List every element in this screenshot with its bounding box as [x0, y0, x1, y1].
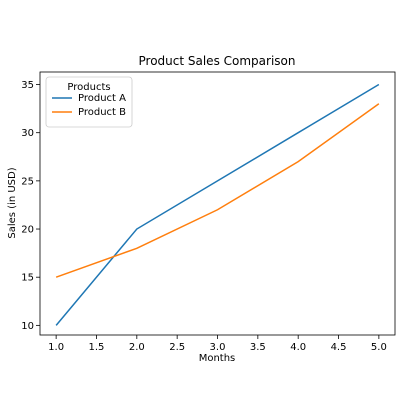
x-axis-label: Months [199, 353, 236, 364]
y-tick-label: 10 [21, 321, 34, 332]
series-lines [55, 83, 380, 326]
x-tick-label: 5.0 [371, 342, 387, 353]
plot-frame [39, 71, 396, 336]
legend: Products Product A Product B [45, 76, 133, 128]
x-tick-label: 2.0 [129, 342, 145, 353]
x-tick-label: 1.5 [89, 342, 105, 353]
x-tick-label: 3.0 [210, 342, 226, 353]
x-tick-label: 4.5 [331, 342, 347, 353]
y-tick-label: 15 [21, 273, 34, 284]
y-tick-label: 25 [21, 176, 34, 187]
series-line-product-a [55, 83, 380, 326]
x-tick-label: 1.0 [48, 342, 64, 353]
chart-title: Product Sales Comparison [139, 54, 296, 68]
x-tick-label: 3.5 [250, 342, 266, 353]
legend-box [45, 76, 133, 128]
series-line-product-b [55, 103, 380, 278]
x-tick-label: 4.0 [290, 342, 306, 353]
x-tick-label: 2.5 [169, 342, 185, 353]
y-tick-label: 35 [21, 80, 34, 91]
y-tick-label: 30 [21, 128, 34, 139]
legend-label-product-b: Product B [78, 107, 126, 118]
legend-label-product-a: Product A [78, 93, 126, 104]
axis-ticks: 1.0 1.5 2.0 2.5 3.0 3.5 4.0 4.5 5.0 10 15 20 25 30 35 [21, 80, 387, 353]
y-axis-label: Sales (in USD) [7, 167, 18, 238]
legend-title: Products [67, 82, 110, 93]
y-tick-label: 20 [21, 225, 34, 236]
